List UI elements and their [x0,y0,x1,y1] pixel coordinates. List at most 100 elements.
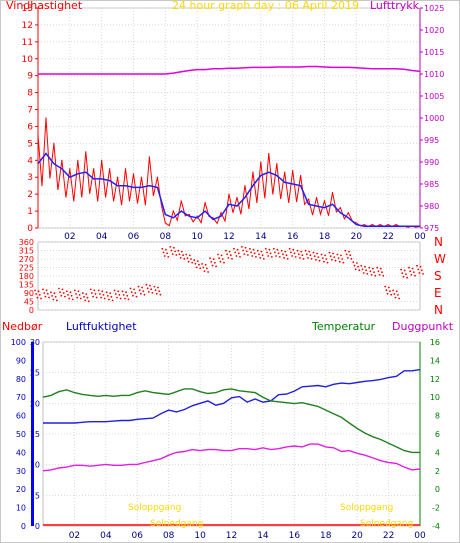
wind-direction-point [219,260,222,263]
wind-direction-point [276,248,279,251]
wind-speed-tick-label: 8 [27,89,33,99]
wind-direction-point [234,251,237,254]
wind-direction-point [175,254,178,256]
wind-x-tick-label: 02 [64,232,75,242]
wind-direction-point [71,298,74,301]
wind-direction-point [153,285,156,288]
wind-direction-point [100,296,102,299]
wind-direction-point [417,268,420,271]
wind-direction-point [340,254,342,257]
wind-direction-point [280,249,283,252]
wind-direction-point [143,293,146,296]
wind-direction-point [376,266,379,269]
wind-speed-point [411,225,413,227]
wind-speed-point [244,185,246,187]
wind-direction-point [297,253,300,256]
wind-direction-point [146,287,149,290]
wind-x-tick-label: 22 [382,232,393,242]
wind-direction-point [403,269,406,272]
wind-direction-point [369,270,372,273]
wind-direction-point [154,289,157,292]
wind-direction-point [83,295,85,298]
temperature-tick-label: 10 [430,393,440,402]
pressure-tick-label: 1020 [424,26,444,35]
wind-direction-point [186,257,189,259]
wind-direction-point [140,292,142,295]
sunrise-label: Soloppgang [128,503,181,513]
wind-direction-point [61,288,64,291]
wind-direction-point [174,250,177,253]
wind-direction-point [185,253,188,256]
wind-direction-point [129,287,132,290]
wind-direction-point [67,294,69,296]
wind-direction-point [300,250,303,253]
wind-direction-point [270,256,273,258]
direction-tick-label: 0 [29,306,34,315]
wind-speed-tick-label: 3 [27,173,33,183]
wind-direction-point [134,292,137,294]
wind-direction-point [320,253,323,256]
wind-speed-point [252,171,254,173]
sunset-label-2: Solnedgang [360,519,413,529]
wind-direction-point [51,295,53,297]
wind-direction-point [207,271,210,273]
wind-direction-point [266,251,268,254]
wind-direction-point [210,261,213,263]
wind-speed-point [300,174,302,177]
wind-direction-point [256,249,259,252]
wind-x-tick-label: 04 [96,232,108,242]
wind-direction-point [97,289,100,292]
wind-direction-point [94,293,97,295]
wind-direction-point [87,300,90,303]
temperature-tick-label: 14 [430,356,440,365]
wind-direction-point [277,252,280,255]
pressure-tick-label: 1015 [424,48,444,57]
wind-direction-point [108,298,110,301]
wind-direction-point [201,263,204,265]
wind-speed-point [419,225,421,227]
wind-direction-point [70,294,73,297]
wind-speed-point [260,161,262,163]
wind-direction-point [346,257,349,259]
temperature-tick-label: 2 [435,467,440,476]
wind-direction-point [91,292,93,294]
wind-speed-tick-label: 2 [27,190,33,200]
temp-x-tick-label: 06 [132,531,144,541]
wind-direction-point [245,250,248,253]
wind-direction-point [235,255,238,257]
temperature-panel-x-ticks: 02 04 06 08 10 12 14 16 18 20 22 00 [69,531,426,541]
compass-letter: S [434,269,442,283]
wind-direction-point [288,247,291,250]
wind-direction-point [374,274,377,277]
wind-speed-point [69,168,71,170]
temp-x-tick-label: 20 [351,531,363,541]
wind-direction-point [377,270,380,273]
wind-direction-point [333,256,336,258]
wind-direction-point [133,288,136,291]
wind-direction-point [310,257,313,260]
wind-speed-point [347,212,349,214]
wind-direction-point [278,256,281,258]
wind-direction-point [366,273,369,275]
wind-direction-point [69,291,72,294]
wind-speed-tick-label: 10 [22,55,34,65]
wind-direction-point [214,261,216,264]
wind-direction-point [269,252,272,255]
rain-tick-label: 80 [16,375,26,384]
wind-speed-point [371,224,373,226]
humidity-axis-label: Luftfuktighet [66,320,137,333]
pressure-tick-label: 1005 [424,92,444,101]
pressure-tick-label: 1025 [424,4,444,13]
wind-direction-point [231,257,233,260]
rain-tick-label: 90 [16,356,26,365]
wind-direction-point [38,294,41,296]
temp-x-tick-label: 22 [383,531,394,541]
wind-direction-point [360,264,363,267]
wind-direction-point [365,269,367,272]
wind-direction-point [198,263,200,266]
wind-direction-point [95,296,98,299]
wind-speed-point [331,191,334,194]
